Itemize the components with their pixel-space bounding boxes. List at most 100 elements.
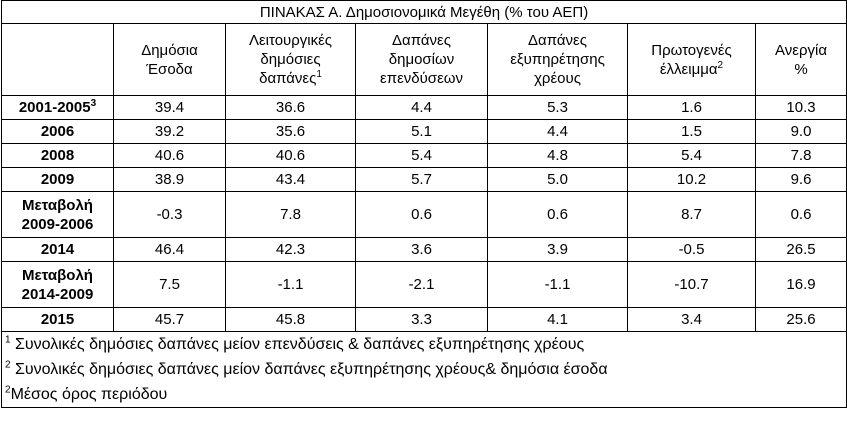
data-row: 2014 46.4 42.3 3.6 3.9 -0.5 26.5 [1, 237, 847, 262]
cell: 3.6 [355, 237, 488, 262]
text-line: Ανεργία [756, 41, 846, 60]
cell: 0.6 [754, 191, 847, 238]
text-line: δαπάνες1 [226, 69, 355, 88]
superscript: 2 [717, 59, 724, 71]
cell: 7.8 [754, 143, 847, 168]
text-line: % [756, 60, 846, 79]
column-header: Λειτουργικές δημόσιες δαπάνες1 [225, 23, 356, 96]
row-label: 2015 [1, 307, 114, 332]
text: 2008 [40, 147, 75, 164]
cell: 4.4 [355, 95, 488, 120]
cell: 39.4 [113, 95, 226, 120]
text-line: 2008 [2, 146, 113, 165]
cell: 40.6 [113, 143, 226, 168]
text-line: δημοσίων [356, 50, 487, 69]
cell: 10.2 [627, 167, 756, 192]
cell: 3.3 [355, 307, 488, 332]
cell: 45.7 [113, 307, 226, 332]
text: 2006 [40, 123, 75, 140]
text: εξυπηρέτησης [510, 51, 605, 68]
corner-cell [1, 23, 114, 96]
text-line: έλλειμμα2 [628, 60, 755, 79]
text-line: 2006 [2, 122, 113, 141]
footnote: 2Μέσος όρος περιόδου [0, 382, 847, 408]
cell: 26.5 [754, 237, 847, 262]
cell: -0.5 [627, 237, 756, 262]
footnote-row: 2 Συνολικές δημόσιες δαπάνες μείον δαπάν… [0, 357, 847, 382]
footnote-row: 2Μέσος όρος περιόδου [0, 382, 847, 408]
text-line: εξυπηρέτησης [488, 50, 627, 69]
cell: 7.8 [225, 191, 356, 238]
cell: -2.1 [355, 261, 488, 308]
column-header: Πρωτογενές έλλειμμα2 [627, 23, 756, 96]
text: Ανεργία [775, 41, 828, 59]
text: Δαπάνες [528, 32, 587, 49]
header-row: Δημόσια Έσοδα Λειτουργικές δημόσιες δαπάνες1… [1, 23, 847, 96]
row-label: 2014 [1, 237, 114, 262]
text-line: 2015 [2, 310, 113, 329]
text: Λειτουργικές [248, 32, 333, 49]
cell: 3.4 [627, 307, 756, 332]
footnote: 2 Συνολικές δημόσιες δαπάνες μείον δαπάν… [0, 357, 847, 382]
cell: 9.0 [754, 119, 847, 144]
data-row: 2006 39.2 35.6 5.1 4.4 1.5 9.0 [1, 119, 847, 144]
column-header: Δαπάνες δημοσίων επενδύσεων [355, 23, 488, 96]
data-row: 2001-20053 39.4 36.6 4.4 5.3 1.6 10.3 [1, 95, 847, 120]
row-label: 2001-20053 [1, 95, 114, 120]
text: 2001-2005 [18, 99, 91, 116]
text-line: 2009 [2, 170, 113, 189]
data-row: Μεταβολή 2014-2009 7.5 -1.1 -2.1 -1.1 -10.7 16.… [1, 261, 847, 308]
text-line: 2014 [2, 240, 113, 259]
cell: -1.1 [225, 261, 356, 308]
footnote-marker: 1 [5, 334, 11, 346]
cell: 42.3 [225, 237, 356, 262]
cell: 43.4 [225, 167, 356, 192]
text-line: Έσοδα [114, 60, 225, 79]
cell: 4.4 [487, 119, 628, 144]
column-header: Δημόσια Έσοδα [113, 23, 226, 96]
text: 2014-2009 [21, 285, 94, 303]
cell: 5.0 [487, 167, 628, 192]
text-line: δημόσιες [226, 50, 355, 69]
text: 2009-2006 [21, 215, 94, 233]
title-row: ΠΙΝΑΚΑΣ Α. Δημοσιονομικά Μεγέθη (% του Α… [0, 0, 847, 24]
cell: -1.1 [487, 261, 628, 308]
cell: 16.9 [754, 261, 847, 308]
cell: 4.8 [487, 143, 628, 168]
cell: 45.8 [225, 307, 356, 332]
cell: -10.7 [627, 261, 756, 308]
data-row: 2008 40.6 40.6 5.4 4.8 5.4 7.8 [1, 143, 847, 168]
cell: 38.9 [113, 167, 226, 192]
footnote-text: Συνολικές δημόσιες δαπάνες μείον δαπάνες… [10, 361, 608, 378]
data-row: 2009 38.9 43.4 5.7 5.0 10.2 9.6 [1, 167, 847, 192]
cell: 7.5 [113, 261, 226, 308]
text: 2009 [40, 171, 75, 188]
superscript: 1 [316, 69, 322, 80]
data-table: ΠΙΝΑΚΑΣ Α. Δημοσιονομικά Μεγέθη (% του Α… [0, 0, 847, 408]
footnote-row: 1 Συνολικές δημόσιες δαπάνες μείον επενδ… [0, 331, 847, 357]
text-line: 2014-2009 [2, 285, 113, 304]
cell: 5.3 [487, 95, 628, 120]
superscript: 3 [90, 98, 97, 109]
cell: 9.6 [754, 167, 847, 192]
text: επενδύσεων [380, 70, 463, 87]
text-line: 2009-2006 [2, 215, 113, 234]
text-line: Πρωτογενές [628, 41, 755, 60]
cell: 4.1 [487, 307, 628, 332]
text: Πρωτογενές [651, 41, 732, 59]
footnote-marker: 2 [5, 359, 11, 371]
table-title: ΠΙΝΑΚΑΣ Α. Δημοσιονομικά Μεγέθη (% του Α… [0, 0, 847, 24]
text: χρέους [534, 70, 581, 87]
cell: 3.9 [487, 237, 628, 262]
text: 2014 [40, 241, 75, 258]
table-body: ΠΙΝΑΚΑΣ Α. Δημοσιονομικά Μεγέθη (% του Α… [0, 0, 847, 408]
cell: 35.6 [225, 119, 356, 144]
text-line: Μεταβολή [2, 266, 113, 285]
footnote-text: Συνολικές δημόσιες δαπάνες μείον επενδύσ… [10, 336, 585, 353]
cell: 0.6 [487, 191, 628, 238]
row-label: Μεταβολή 2014-2009 [1, 261, 114, 308]
text-line: χρέους [488, 69, 627, 88]
column-header: Δαπάνες εξυπηρέτησης χρέους [487, 23, 628, 96]
text-line: Λειτουργικές [226, 31, 355, 50]
